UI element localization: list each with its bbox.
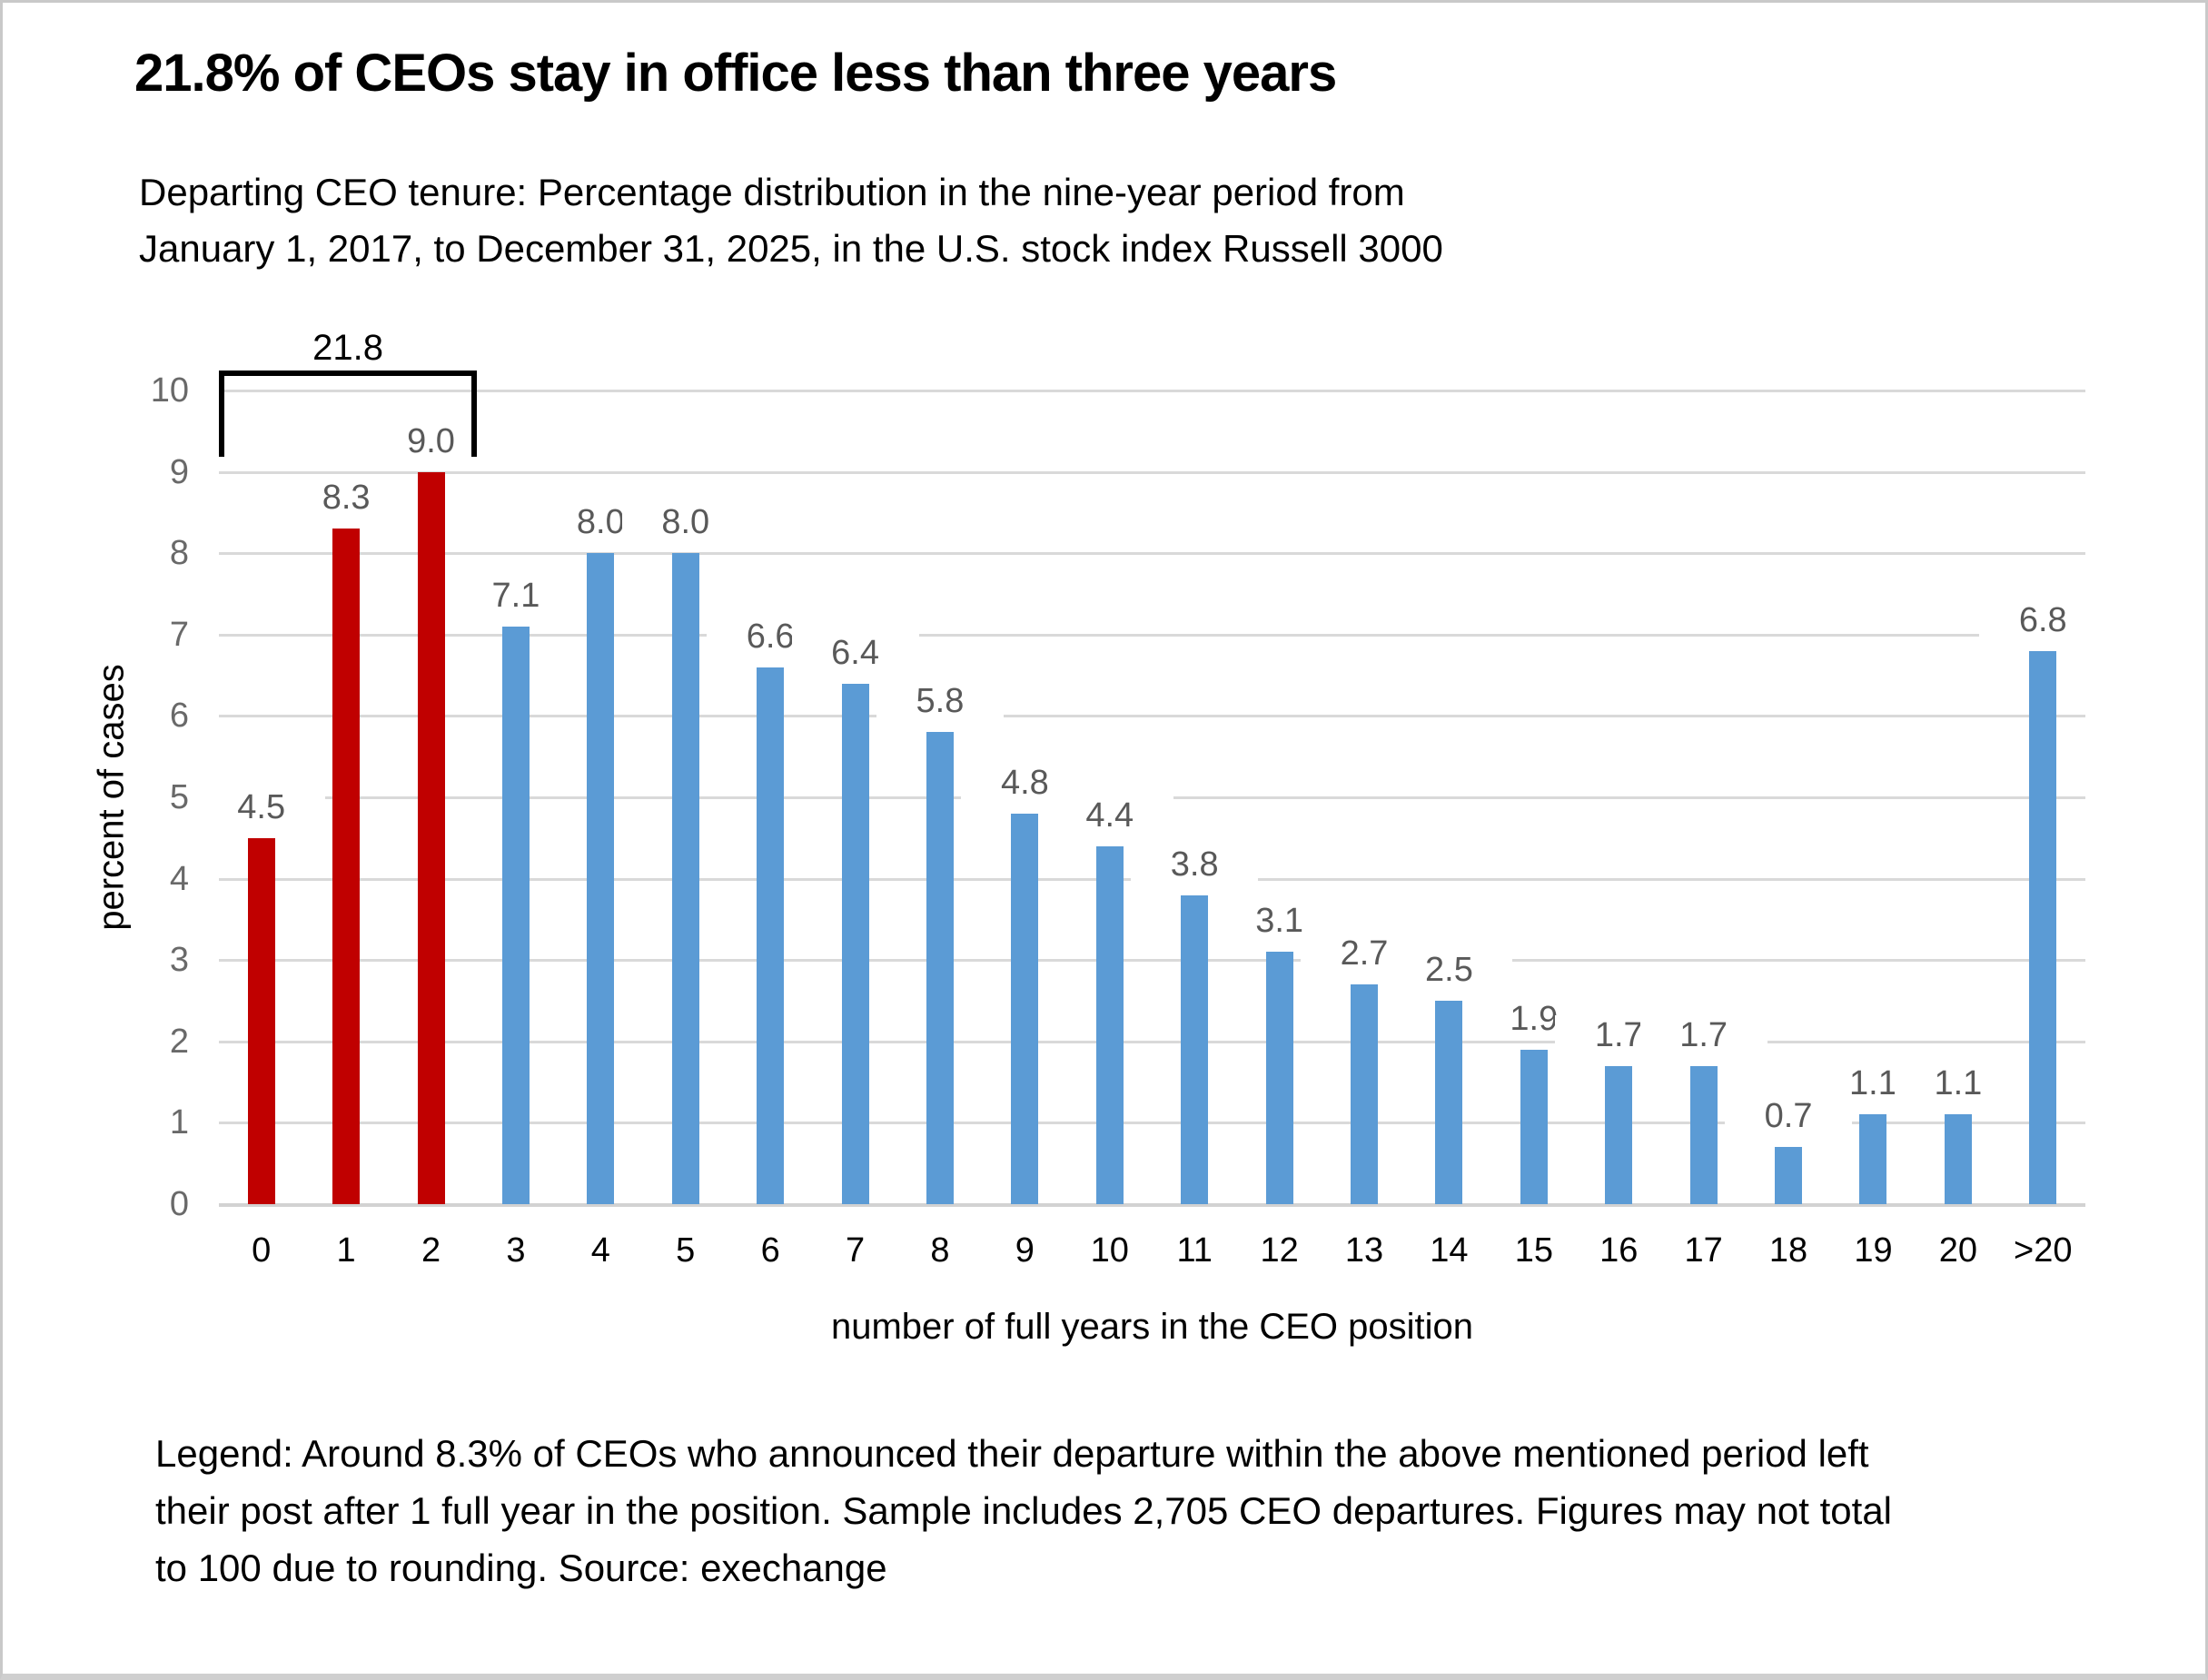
bar-5 <box>671 553 699 1204</box>
bar-0 <box>247 837 275 1204</box>
bar-18 <box>1775 1147 1803 1204</box>
bar-6 <box>757 667 785 1204</box>
x-axis-title: number of full years in the CEO position <box>830 1307 1473 1347</box>
bar-value-label-0: 4.5 <box>197 786 325 827</box>
legend-line-1: Legend: Around 8.3% of CEOs who announce… <box>155 1432 1869 1475</box>
y-tick-label-3: 3 <box>169 941 189 980</box>
bar-value-label-17: 1.7 <box>1639 1014 1767 1055</box>
y-tick-label-9: 9 <box>169 452 189 491</box>
bar-4 <box>587 553 615 1204</box>
y-tick-label-1: 1 <box>169 1103 189 1142</box>
x-tick-label-20: 20 <box>1938 1231 1978 1270</box>
legend-line-2: their post after 1 full year in the posi… <box>155 1489 1893 1532</box>
x-tick-label-0: 0 <box>252 1231 272 1270</box>
bar-value-label-11: 3.8 <box>1131 844 1259 884</box>
bar-13 <box>1351 984 1379 1204</box>
bar-7 <box>841 683 869 1204</box>
y-tick-label-4: 4 <box>169 859 189 898</box>
bar-value-label-13: 2.7 <box>1301 934 1429 974</box>
x-tick-label-17: 17 <box>1684 1231 1723 1270</box>
gridline-8 <box>219 552 2085 556</box>
y-tick-label-10: 10 <box>150 371 189 410</box>
bar-8 <box>926 732 954 1204</box>
x-tick-label-4: 4 <box>590 1231 610 1270</box>
y-tick-label-6: 6 <box>169 697 189 736</box>
bar-value-label-20: 1.1 <box>1894 1063 2022 1104</box>
bar-value-label-7: 6.4 <box>791 632 919 673</box>
bar-3 <box>501 626 530 1204</box>
bar-20 <box>1944 1114 1972 1204</box>
bar->20 <box>2029 650 2057 1204</box>
bar-14 <box>1435 1001 1463 1204</box>
bar-12 <box>1265 952 1293 1204</box>
bar-11 <box>1181 894 1209 1204</box>
legend-line-3: to 100 due to rounding. Source: exechang… <box>155 1547 887 1589</box>
bar-10 <box>1095 845 1124 1204</box>
bracket-right-arm <box>471 371 478 457</box>
x-tick-label-9: 9 <box>1015 1231 1035 1270</box>
x-tick-label-12: 12 <box>1260 1231 1299 1270</box>
chart-subtitle-line-2: January 1, 2017, to December 31, 2025, i… <box>139 227 1443 270</box>
gridline-0 <box>219 1203 2085 1207</box>
bar-value-label-14: 2.5 <box>1385 950 1513 990</box>
y-tick-label-2: 2 <box>169 1022 189 1061</box>
page-title: 21.8% of CEOs stay in office less than t… <box>134 44 1337 103</box>
gridline-6 <box>219 715 2085 718</box>
bar-value-label-9: 4.8 <box>961 762 1089 803</box>
x-tick-label-15: 15 <box>1514 1231 1553 1270</box>
x-tick-label-18: 18 <box>1768 1231 1808 1270</box>
bar-value-label-10: 4.4 <box>1045 795 1173 835</box>
x-tick-label-19: 19 <box>1854 1231 1893 1270</box>
bracket-label: 21.8 <box>312 328 384 368</box>
bar-16 <box>1605 1065 1633 1204</box>
x-tick-label-14: 14 <box>1430 1231 1469 1270</box>
chart-subtitle: Departing CEO tenure: Percentage distrib… <box>139 164 1443 277</box>
bar-value-label-1: 8.3 <box>282 478 411 519</box>
legend-text: Legend: Around 8.3% of CEOs who announce… <box>155 1425 1892 1596</box>
bar-value-label-3: 7.1 <box>451 575 579 616</box>
x-tick-label-1: 1 <box>336 1231 356 1270</box>
y-tick-label-8: 8 <box>169 534 189 573</box>
gridline-1 <box>219 1122 2085 1125</box>
bracket-top <box>219 371 478 376</box>
y-tick-label-5: 5 <box>169 778 189 816</box>
bar-value-label-5: 8.0 <box>621 502 749 543</box>
bar-19 <box>1859 1114 1887 1204</box>
x-tick-label->20: >20 <box>2014 1231 2073 1270</box>
x-tick-label-5: 5 <box>676 1231 696 1270</box>
bar-value-label->20: 6.8 <box>1979 599 2107 640</box>
y-tick-label-0: 0 <box>169 1185 189 1223</box>
bracket-left-arm <box>219 371 224 457</box>
bar-9 <box>1011 813 1039 1204</box>
bar-17 <box>1689 1065 1718 1204</box>
x-tick-label-8: 8 <box>930 1231 950 1270</box>
bar-value-label-8: 5.8 <box>876 681 1004 722</box>
x-tick-label-11: 11 <box>1176 1231 1213 1270</box>
gridline-9 <box>219 470 2085 474</box>
x-tick-label-13: 13 <box>1344 1231 1384 1270</box>
x-tick-label-2: 2 <box>421 1231 441 1270</box>
x-tick-label-10: 10 <box>1090 1231 1129 1270</box>
x-tick-label-7: 7 <box>845 1231 866 1270</box>
y-tick-label-7: 7 <box>169 615 189 654</box>
x-tick-label-3: 3 <box>506 1231 526 1270</box>
bar-2 <box>417 471 445 1204</box>
bar-1 <box>332 529 361 1204</box>
chart-subtitle-line-1: Departing CEO tenure: Percentage distrib… <box>139 171 1405 213</box>
gridline-10 <box>219 390 2085 392</box>
bar-15 <box>1520 1049 1548 1204</box>
gridline-3 <box>219 959 2085 963</box>
x-tick-label-16: 16 <box>1599 1231 1639 1270</box>
gridline-2 <box>219 1040 2085 1043</box>
x-tick-label-6: 6 <box>760 1231 780 1270</box>
gridline-7 <box>219 633 2085 637</box>
